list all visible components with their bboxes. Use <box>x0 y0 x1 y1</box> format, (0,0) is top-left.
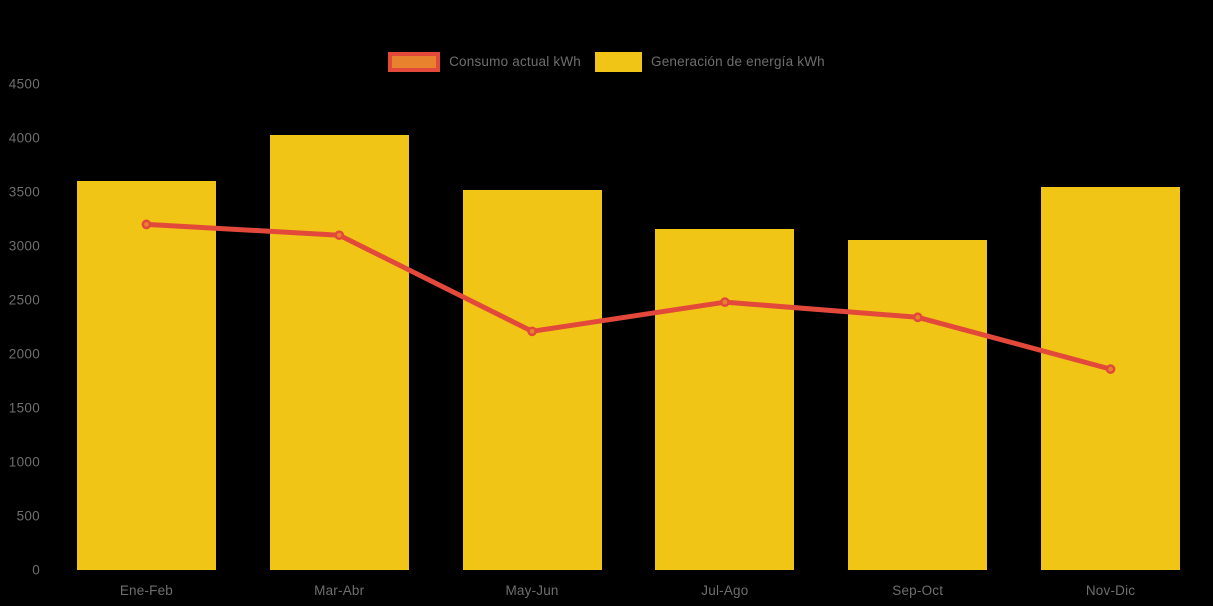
bar-series-swatch-icon <box>595 52 643 72</box>
legend-label-consumo: Consumo actual kWh <box>449 54 582 69</box>
bar-generacion-Nov-Dic[interactable] <box>1041 186 1181 570</box>
consumo-line-path <box>143 221 1114 372</box>
x-axis-label: May-Jun <box>505 583 559 598</box>
consumo-point-Sep-Oct[interactable] <box>912 312 923 323</box>
x-axis-label: Jul-Ago <box>701 583 749 598</box>
bar-generacion-Ene-Feb[interactable] <box>76 181 216 570</box>
consumo-point-May-Jun[interactable] <box>527 326 537 337</box>
x-axis-label: Ene-Feb <box>119 583 173 598</box>
x-axis-label: Nov-Dic <box>1085 583 1136 598</box>
consumo-point-Ene-Feb[interactable] <box>141 219 152 230</box>
legend-item-consumo[interactable]: Consumo actual kWh <box>388 52 581 72</box>
y-axis-label: 3500 <box>8 184 40 200</box>
line-series-swatch-icon <box>388 52 441 72</box>
consumo-point-Nov-Dic[interactable] <box>1105 364 1116 374</box>
x-axis-label: Mar-Abr <box>314 583 365 598</box>
chart-legend: Consumo actual kWh Generación de energía… <box>0 52 1213 72</box>
y-axis-label: 2000 <box>8 346 40 362</box>
legend-label-generacion: Generación de energía kWh <box>651 54 825 69</box>
y-axis-label: 2500 <box>8 292 40 308</box>
bar-generacion-Mar-Abr[interactable] <box>269 134 409 570</box>
bar-generacion-Sep-Oct[interactable] <box>848 239 988 570</box>
y-axis-label: 3000 <box>8 238 40 254</box>
y-axis-label: 0 <box>32 562 40 578</box>
bar-generacion-Jul-Ago[interactable] <box>655 228 795 570</box>
consumo-point-Mar-Abr[interactable] <box>334 230 345 241</box>
x-axis-label: Sep-Oct <box>892 583 944 598</box>
bar-generacion-May-Jun[interactable] <box>462 189 602 570</box>
y-axis-label: 1500 <box>8 400 40 416</box>
y-axis-label: 500 <box>16 508 40 524</box>
y-axis-label: 1000 <box>8 454 40 470</box>
consumo-point-Jul-Ago[interactable] <box>720 297 730 308</box>
legend-item-generacion[interactable]: Generación de energía kWh <box>595 52 825 72</box>
y-axis-label: 4500 <box>8 76 40 92</box>
y-axis-label: 4000 <box>8 130 40 146</box>
